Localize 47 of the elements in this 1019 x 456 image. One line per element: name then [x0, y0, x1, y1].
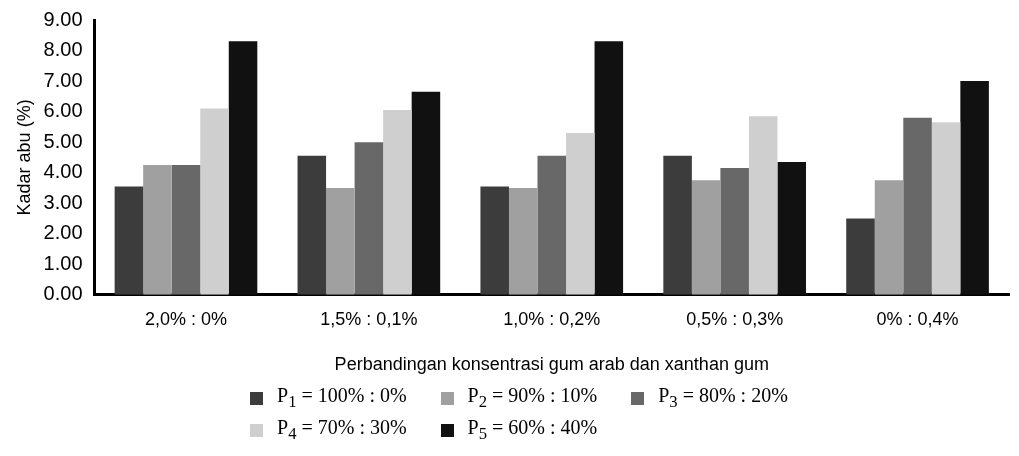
legend-label: P$_{4}$ = 70% : 30% — [277, 416, 407, 444]
bar — [143, 165, 172, 295]
y-tick-label: 1.00 — [43, 251, 83, 274]
bar — [114, 186, 144, 295]
bar — [354, 142, 384, 295]
x-axis-title: Perbandingan konsentrasi gum arab dan xanthan gum — [334, 354, 769, 375]
y-tick-label: 5.00 — [43, 129, 83, 152]
bar — [903, 117, 932, 295]
bar — [960, 81, 989, 295]
bar — [200, 108, 229, 295]
bar — [508, 187, 538, 295]
legend-label: P$_{1}$ = 100% : 0% — [277, 384, 407, 412]
y-tick-label: 3.00 — [43, 190, 83, 213]
bar — [777, 161, 806, 295]
bar — [720, 168, 749, 295]
bar — [537, 155, 567, 295]
y-tick-label: 4.00 — [43, 160, 83, 183]
bar — [171, 165, 201, 295]
x-tick-label: 1,5% : 0,1% — [320, 308, 418, 329]
x-tick-label: 0% : 0,4% — [876, 308, 959, 329]
bar — [383, 110, 412, 295]
bar — [594, 41, 624, 295]
x-tick-label: 2,0% : 0% — [144, 308, 227, 329]
bar — [931, 122, 961, 295]
x-tick-label: 0,5% : 0,3% — [686, 308, 784, 329]
y-tick-label: 6.00 — [43, 99, 83, 122]
y-tick-label: 8.00 — [43, 38, 83, 61]
bar — [566, 132, 595, 295]
bar — [663, 155, 692, 295]
bar — [326, 187, 355, 295]
bar — [846, 218, 875, 295]
bar — [411, 91, 441, 295]
bar — [228, 41, 258, 295]
bar — [297, 155, 327, 295]
y-tick-label: 2.00 — [43, 221, 83, 244]
y-axis-title: Kadar abu (%) — [13, 99, 34, 216]
legend-label: P$_{5}$ = 60% : 40% — [467, 416, 598, 444]
bar — [691, 180, 721, 295]
bar — [874, 180, 904, 295]
y-tick-label: 9.00 — [43, 7, 83, 30]
legend-label: P$_{3}$ = 80% : 20% — [658, 384, 788, 412]
bar — [480, 186, 509, 295]
y-tick-label: 7.00 — [43, 68, 83, 91]
bar — [748, 116, 778, 295]
y-tick-label: 0.00 — [43, 282, 83, 305]
x-tick-label: 1,0% : 0,2% — [503, 308, 601, 329]
legend-label: P$_{2}$ = 90% : 10% — [467, 384, 598, 412]
